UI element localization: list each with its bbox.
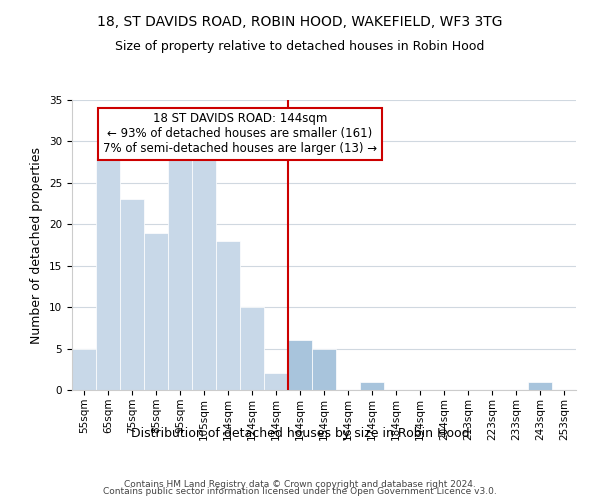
Bar (264, 374, 288, 390)
Bar (216, 241, 240, 390)
Text: Distribution of detached houses by size in Robin Hood: Distribution of detached houses by size … (131, 428, 469, 440)
Text: 18, ST DAVIDS ROAD, ROBIN HOOD, WAKEFIELD, WF3 3TG: 18, ST DAVIDS ROAD, ROBIN HOOD, WAKEFIEL… (97, 15, 503, 29)
Text: Size of property relative to detached houses in Robin Hood: Size of property relative to detached ho… (115, 40, 485, 53)
Bar (240, 307, 264, 390)
Bar (144, 232, 168, 390)
Bar (528, 382, 552, 390)
Y-axis label: Number of detached properties: Number of detached properties (31, 146, 43, 344)
Bar (168, 150, 192, 390)
Bar (96, 158, 120, 390)
Bar (360, 382, 384, 390)
Bar (192, 158, 216, 390)
Bar (312, 348, 336, 390)
Bar (120, 200, 144, 390)
Text: Contains public sector information licensed under the Open Government Licence v3: Contains public sector information licen… (103, 488, 497, 496)
Bar (72, 348, 96, 390)
Text: 18 ST DAVIDS ROAD: 144sqm
← 93% of detached houses are smaller (161)
7% of semi-: 18 ST DAVIDS ROAD: 144sqm ← 93% of detac… (103, 112, 377, 156)
Bar (288, 340, 312, 390)
Text: Contains HM Land Registry data © Crown copyright and database right 2024.: Contains HM Land Registry data © Crown c… (124, 480, 476, 489)
